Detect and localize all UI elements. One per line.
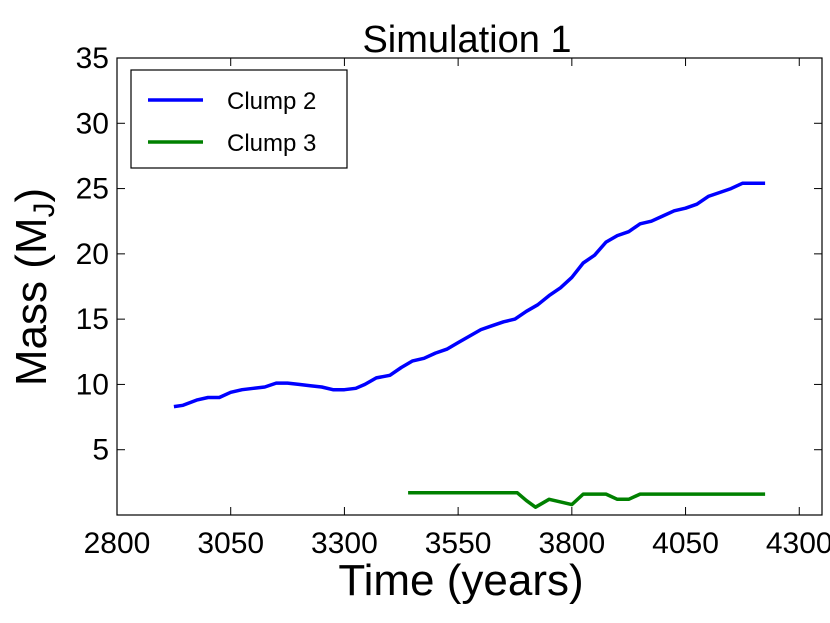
- y-axis-label: Mass (MJ): [7, 188, 61, 386]
- y-tick-label: 35: [76, 42, 109, 75]
- x-tick-label: 2800: [84, 527, 151, 560]
- legend-label: Clump 3: [227, 130, 316, 157]
- plot-area: 2800 3050 3300 3550 3800 4050 4300 5 10 15 20 25 30 3…: [76, 42, 830, 560]
- legend-box: [130, 69, 348, 169]
- y-axis-label-close: ): [7, 188, 56, 203]
- y-tick-label: 15: [76, 303, 109, 336]
- x-tick-label: 4050: [652, 527, 719, 560]
- x-tick-label: 3800: [538, 527, 605, 560]
- x-tick-label: 3550: [425, 527, 492, 560]
- series-line-clump-2: [173, 181, 766, 409]
- legend-label: Clump 2: [227, 88, 316, 115]
- y-tick-label: 20: [76, 238, 109, 271]
- x-tick-label: 4300: [766, 527, 830, 560]
- y-tick-label: 10: [76, 368, 109, 401]
- x-tick-label: 3300: [311, 527, 378, 560]
- y-axis-label-subscript: J: [28, 203, 61, 218]
- chart-title: Simulation 1: [362, 19, 571, 61]
- plot-frame: [116, 57, 823, 516]
- series-line-clump-3: [408, 491, 766, 509]
- legend: Clump 2 Clump 3: [130, 69, 348, 169]
- x-tick-label: 3050: [197, 527, 264, 560]
- x-axis-label: Time (years): [338, 556, 583, 605]
- y-tick-label: 5: [92, 434, 109, 467]
- y-tick-label: 30: [76, 107, 109, 140]
- y-axis-label-main: Mass (M: [7, 218, 56, 387]
- y-tick-label: 25: [76, 173, 109, 206]
